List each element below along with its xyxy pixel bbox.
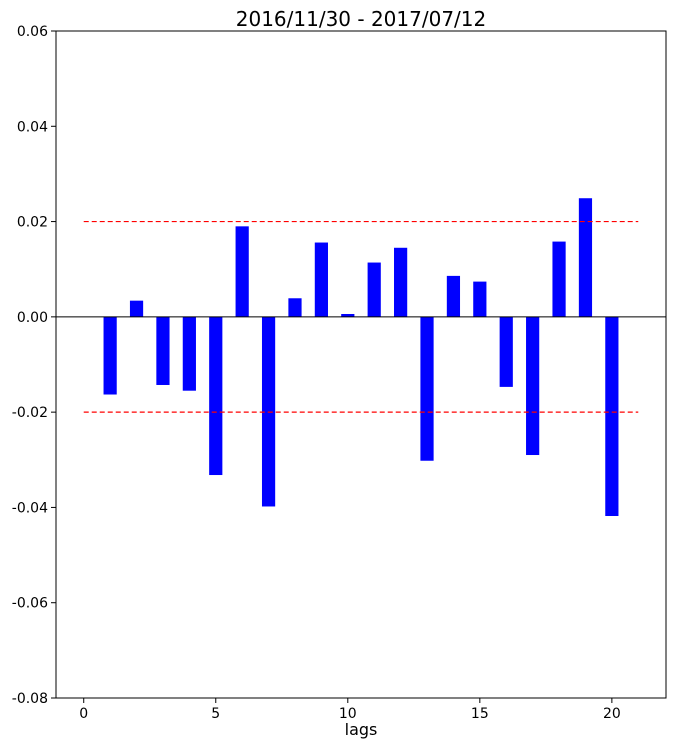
x-tick-label: 15 bbox=[471, 706, 489, 722]
x-tick-label: 20 bbox=[603, 706, 621, 722]
bar-lag-12 bbox=[394, 247, 408, 317]
bar-lag-1 bbox=[103, 316, 117, 395]
bar-lag-18 bbox=[552, 241, 566, 317]
bar-lag-14 bbox=[446, 275, 461, 317]
bars-layer bbox=[103, 198, 619, 517]
bar-lag-8 bbox=[288, 298, 302, 317]
y-tick-label: -0.06 bbox=[12, 596, 48, 612]
bar-lag-19 bbox=[578, 198, 593, 317]
bar-lag-13 bbox=[420, 316, 434, 461]
y-tick-label: 0.06 bbox=[17, 24, 48, 40]
bar-lag-4 bbox=[182, 316, 196, 391]
chart-title: 2016/11/30 - 2017/07/12 bbox=[236, 7, 486, 31]
reference-lines-layer bbox=[56, 220, 666, 413]
y-tick-label: -0.02 bbox=[12, 405, 48, 421]
y-tick-label: 0.02 bbox=[17, 215, 48, 231]
y-tick-label: 0.04 bbox=[17, 119, 48, 135]
bar-lag-11 bbox=[367, 262, 381, 317]
y-tick-label: 0.00 bbox=[17, 310, 48, 326]
x-tick-label: 5 bbox=[211, 706, 220, 722]
bar-lag-2 bbox=[129, 300, 144, 317]
bar-lag-6 bbox=[235, 226, 249, 317]
bar-lag-15 bbox=[473, 281, 487, 317]
bar-lag-16 bbox=[499, 316, 513, 387]
bar-lag-17 bbox=[526, 316, 540, 456]
x-tick-label: 10 bbox=[339, 706, 357, 722]
bar-lag-10 bbox=[341, 313, 355, 317]
bar-lag-5 bbox=[209, 316, 223, 476]
ticks-layer: 0 5 10 15 20 -0.08 -0.06 -0.04 -0.02 0.00 0.02 0.04… bbox=[12, 24, 621, 722]
bar-lag-20 bbox=[605, 316, 619, 517]
bar-lag-9 bbox=[314, 242, 328, 317]
y-tick-label: -0.08 bbox=[12, 691, 48, 707]
y-tick-label: -0.04 bbox=[12, 500, 48, 516]
x-tick-label: 0 bbox=[79, 706, 88, 722]
bar-lag-3 bbox=[156, 316, 170, 385]
plot-frame bbox=[55, 30, 667, 699]
x-axis-label: lags bbox=[345, 720, 378, 739]
